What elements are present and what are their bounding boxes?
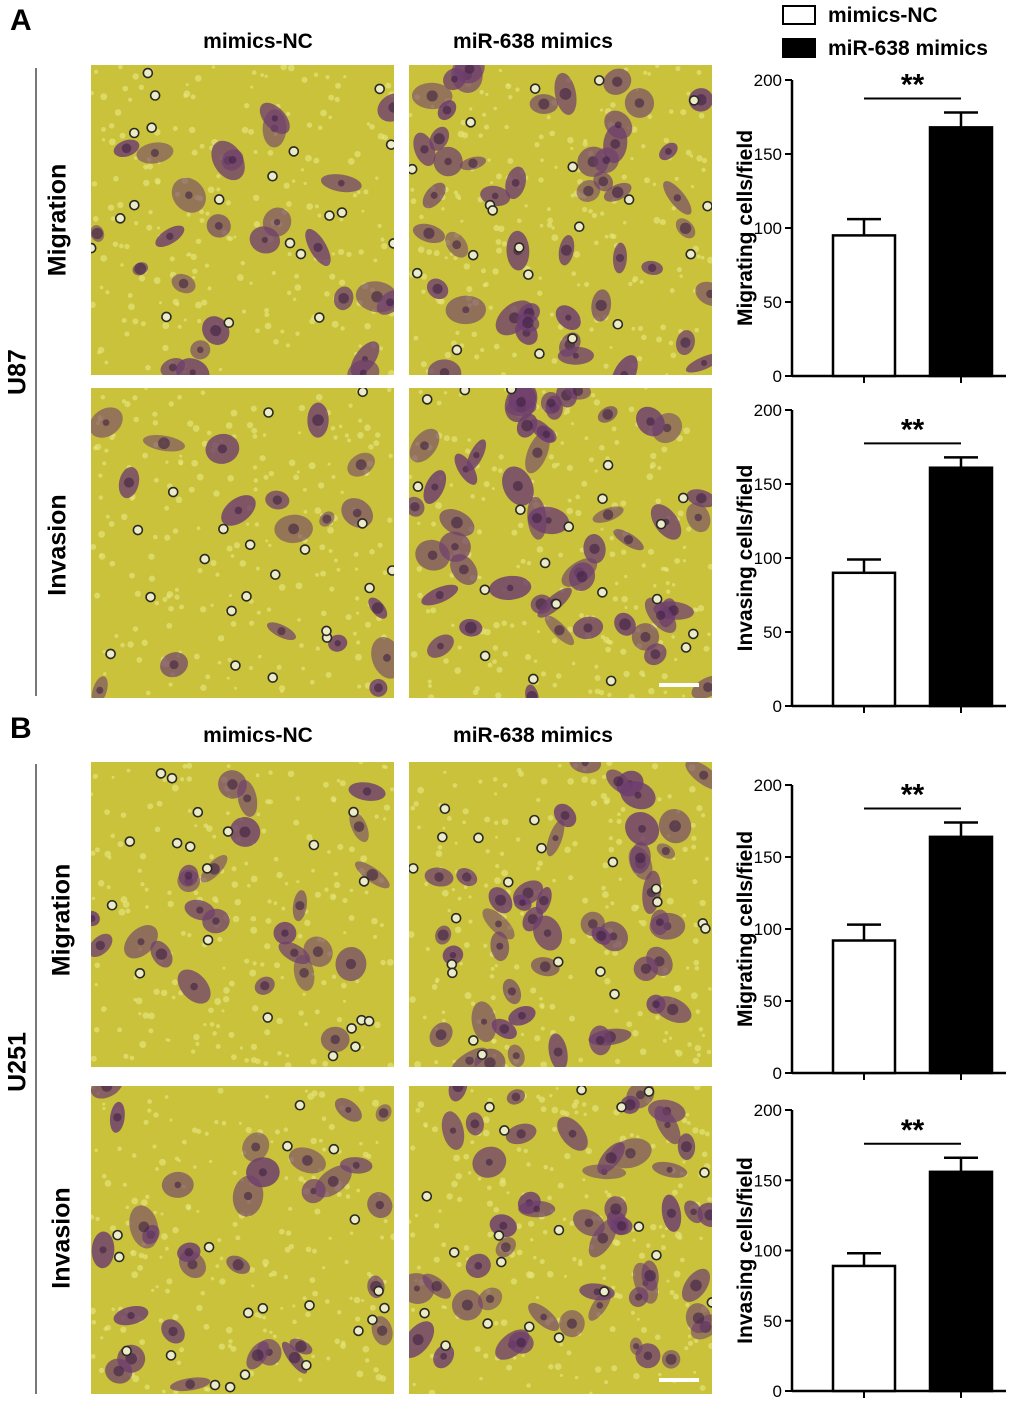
- y-axis-label: Invasing cells/field: [734, 465, 757, 652]
- bar-mimics-nc: [831, 939, 897, 1075]
- significance-label: **: [901, 778, 925, 811]
- y-tick-label: 200: [754, 71, 782, 90]
- significance-label: **: [901, 1114, 925, 1147]
- row-label-migration-b: Migration: [47, 863, 76, 977]
- column-title-treatment-a: miR-638 mimics: [453, 30, 613, 53]
- row-label-invasion-b: Invasion: [47, 1187, 76, 1289]
- column-title-control-b: mimics-NC: [203, 724, 313, 747]
- bar-mimics-nc: [831, 1264, 897, 1393]
- y-tick-label: 0: [773, 1382, 782, 1401]
- column-title-treatment-b: miR-638 mimics: [453, 724, 613, 747]
- y-tick-label: 0: [773, 1064, 782, 1083]
- micrograph-u251-invasion-mimics: [409, 1086, 712, 1394]
- bar-mimics-nc: [831, 571, 897, 708]
- y-tick-label: 150: [754, 145, 782, 164]
- y-axis-label: Invasing cells/field: [734, 1157, 757, 1344]
- bar-chart-u87-invasion: 0 50 100 150 200 Invasing cells/field **: [725, 390, 1015, 720]
- row-label-migration-a: Migration: [43, 163, 72, 277]
- y-tick-label: 50: [763, 293, 782, 312]
- bar-chart-u87-migration: 0 50 100 150 200 Migrating cells/field **: [725, 60, 1015, 390]
- cell-line-label-u87: U87: [3, 349, 32, 395]
- y-tick-label: 0: [773, 367, 782, 386]
- bar-mir-638-mimics: [928, 1170, 994, 1393]
- legend-swatch-nc: [782, 5, 816, 25]
- y-tick-label: 200: [754, 776, 782, 795]
- legend-swatch-mimics: [782, 38, 816, 58]
- y-axis-label: Migrating cells/field: [734, 831, 757, 1027]
- y-tick-label: 150: [754, 475, 782, 494]
- micrograph-u87-invasion-nc: [91, 388, 394, 698]
- y-tick-label: 50: [763, 623, 782, 642]
- y-tick-label: 100: [754, 549, 782, 568]
- y-tick-label: 200: [754, 1101, 782, 1120]
- row-label-invasion-a: Invasion: [43, 494, 72, 596]
- panel-letter-b: B: [10, 712, 32, 745]
- y-tick-label: 150: [754, 848, 782, 867]
- bar-mimics-nc: [831, 234, 897, 378]
- y-tick-label: 100: [754, 920, 782, 939]
- significance-label: **: [901, 69, 925, 102]
- bar-mir-638-mimics: [928, 466, 994, 708]
- y-tick-label: 50: [763, 1312, 782, 1331]
- y-tick-label: 150: [754, 1171, 782, 1190]
- bar-mir-638-mimics: [928, 835, 994, 1075]
- scale-bar-a: [659, 683, 699, 687]
- legend-label-nc: mimics-NC: [828, 4, 938, 27]
- scale-bar-b: [659, 1378, 699, 1382]
- column-title-control-a: mimics-NC: [203, 30, 313, 53]
- divider-line-a: [35, 68, 37, 696]
- y-axis-label: Migrating cells/field: [734, 130, 757, 326]
- y-tick-label: 50: [763, 992, 782, 1011]
- micrograph-u251-migration-nc: [91, 762, 394, 1067]
- micrograph-u87-migration-nc: [91, 65, 394, 375]
- bar-mir-638-mimics: [928, 126, 994, 378]
- y-tick-label: 100: [754, 219, 782, 238]
- micrograph-u87-invasion-mimics: [409, 388, 712, 698]
- micrograph-u251-migration-mimics: [409, 762, 712, 1067]
- bar-chart-u251-invasion: 0 50 100 150 200 Invasing cells/field **: [725, 1090, 1015, 1405]
- panel-letter-a: A: [10, 4, 32, 37]
- bar-chart-u251-migration: 0 50 100 150 200 Migrating cells/field **: [725, 765, 1015, 1087]
- y-tick-label: 100: [754, 1242, 782, 1261]
- micrograph-u87-migration-mimics: [409, 65, 712, 375]
- significance-label: **: [901, 413, 925, 446]
- cell-line-label-u251: U251: [3, 1032, 32, 1092]
- micrograph-u251-invasion-nc: [91, 1086, 394, 1394]
- y-tick-label: 0: [773, 697, 782, 716]
- y-tick-label: 200: [754, 401, 782, 420]
- divider-line-b: [35, 764, 37, 1394]
- legend-label-mimics: miR-638 mimics: [828, 37, 988, 60]
